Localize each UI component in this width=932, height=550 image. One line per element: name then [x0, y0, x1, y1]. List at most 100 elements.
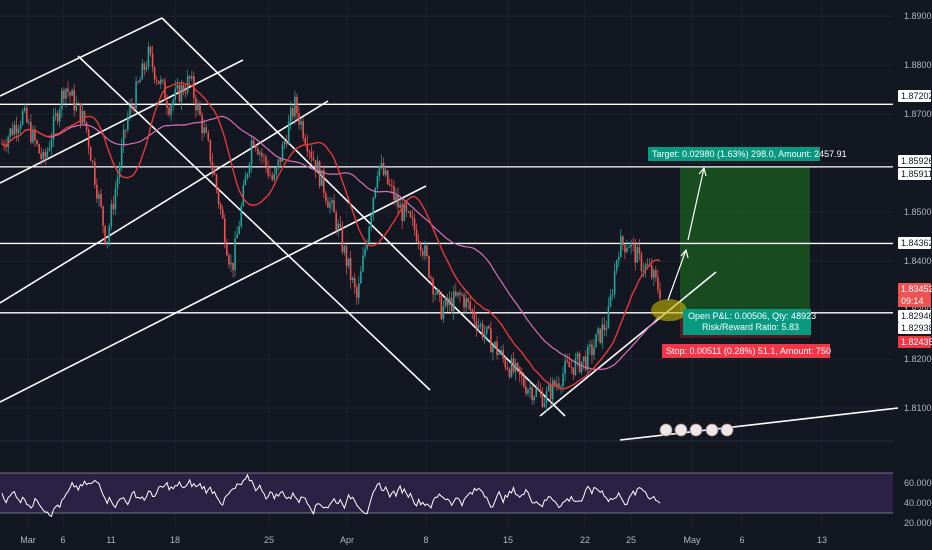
trend-line[interactable]: [0, 17, 163, 97]
candle-body: [376, 176, 379, 188]
candle-body: [473, 311, 476, 322]
candle-body: [127, 116, 129, 130]
candle-body: [269, 175, 271, 177]
candle-body: [131, 105, 133, 107]
candle-body: [617, 257, 620, 261]
candle-body: [201, 115, 203, 134]
candle-body: [584, 356, 587, 370]
candle-body: [560, 386, 562, 388]
candle-body: [554, 380, 556, 386]
trend-line[interactable]: [0, 100, 329, 304]
candle-body: [17, 128, 20, 134]
candle-body: [620, 236, 622, 258]
time-axis-label: 11: [106, 535, 115, 545]
candle-body: [226, 244, 228, 256]
candle-body: [432, 278, 434, 295]
candle-body: [380, 163, 383, 167]
stop-label-bg: [662, 344, 830, 358]
price-tags: 1.87202 1.85926 1.85911 1.84362 1.83452 09:14…: [898, 90, 932, 348]
horizontal-lines[interactable]: [0, 103, 893, 314]
candle-body: [96, 184, 98, 199]
candle-body: [139, 79, 142, 83]
candle-body: [50, 139, 53, 148]
candle-body: [527, 389, 529, 394]
candle-body: [190, 76, 193, 79]
trend-line[interactable]: [77, 55, 431, 391]
candle-body: [457, 292, 459, 296]
candle-body: [353, 277, 356, 287]
candle-body: [287, 121, 290, 145]
candle-body: [653, 269, 655, 278]
projection-arrow[interactable]: [667, 248, 689, 301]
trend-line[interactable]: [539, 271, 717, 417]
candle-body: [38, 144, 40, 154]
entry-highlight-ellipse[interactable]: [651, 299, 687, 322]
annotations[interactable]: [651, 166, 734, 437]
price-axis-label: 1.84000: [904, 256, 932, 266]
candle-body: [279, 158, 282, 162]
candle-body: [349, 258, 352, 281]
candle-body: [5, 146, 7, 148]
candle-body: [207, 132, 210, 140]
candle-body: [360, 271, 362, 284]
target-zone[interactable]: [680, 166, 810, 313]
candle-body: [436, 289, 439, 294]
rsi-panel[interactable]: [0, 472, 893, 518]
candle-body: [13, 124, 16, 135]
candle-body: [578, 353, 581, 373]
target-arrow[interactable]: [687, 166, 707, 241]
candle-body: [137, 81, 139, 83]
price-tag-bg: [898, 295, 931, 307]
candle-body: [518, 366, 521, 375]
candle-body: [32, 129, 34, 143]
trend-line[interactable]: [0, 185, 427, 403]
candle-body: [405, 204, 408, 212]
candle-body: [65, 88, 67, 99]
candle-body: [384, 170, 387, 176]
candle-body: [605, 327, 608, 330]
candle-body: [73, 90, 75, 111]
candle-body: [40, 153, 42, 160]
candle-body: [141, 63, 144, 80]
candle-body: [21, 110, 24, 125]
candle-body: [628, 246, 630, 249]
target-label-bg: [648, 147, 820, 161]
candle-body: [327, 201, 329, 208]
candle-body: [85, 122, 88, 130]
position-labels[interactable]: Target: 0.02980 (1.63%) 298.0, Amount: 2…: [648, 147, 847, 358]
candle-body: [434, 293, 436, 295]
candle-body: [543, 403, 546, 407]
candle-body: [178, 84, 181, 102]
candle-body: [277, 158, 280, 168]
candle-body: [479, 323, 482, 326]
candle-body: [112, 204, 115, 210]
time-axis[interactable]: Mar 6 11 18 25 Apr 8 15 22 25 May 6 13: [20, 535, 827, 545]
candle-body: [481, 323, 484, 338]
candle-body: [318, 161, 321, 186]
candle-body: [566, 360, 568, 362]
trend-line[interactable]: [0, 59, 244, 184]
candle-body: [463, 294, 465, 308]
candle-body: [44, 151, 47, 158]
candle-body: [372, 197, 375, 216]
candle-body: [471, 309, 474, 312]
candle-body: [28, 122, 30, 123]
candle-body: [374, 187, 377, 198]
candle-body: [362, 255, 364, 272]
candle-body: [172, 99, 175, 106]
candle-body: [211, 161, 214, 170]
candle-body: [382, 163, 385, 176]
candle-body: [533, 396, 535, 401]
rsi-line: [1, 473, 661, 518]
candle-body: [91, 160, 94, 162]
price-tag-label: 09:14: [901, 296, 924, 306]
candle-body: [54, 113, 57, 117]
candle-body: [120, 146, 123, 167]
candle-body: [236, 234, 238, 239]
price-tag-label: 1.85926: [901, 156, 932, 166]
candle-body: [564, 360, 566, 374]
time-axis-label: Apr: [340, 535, 354, 545]
candle-body: [366, 242, 368, 250]
candle-body: [506, 367, 509, 370]
